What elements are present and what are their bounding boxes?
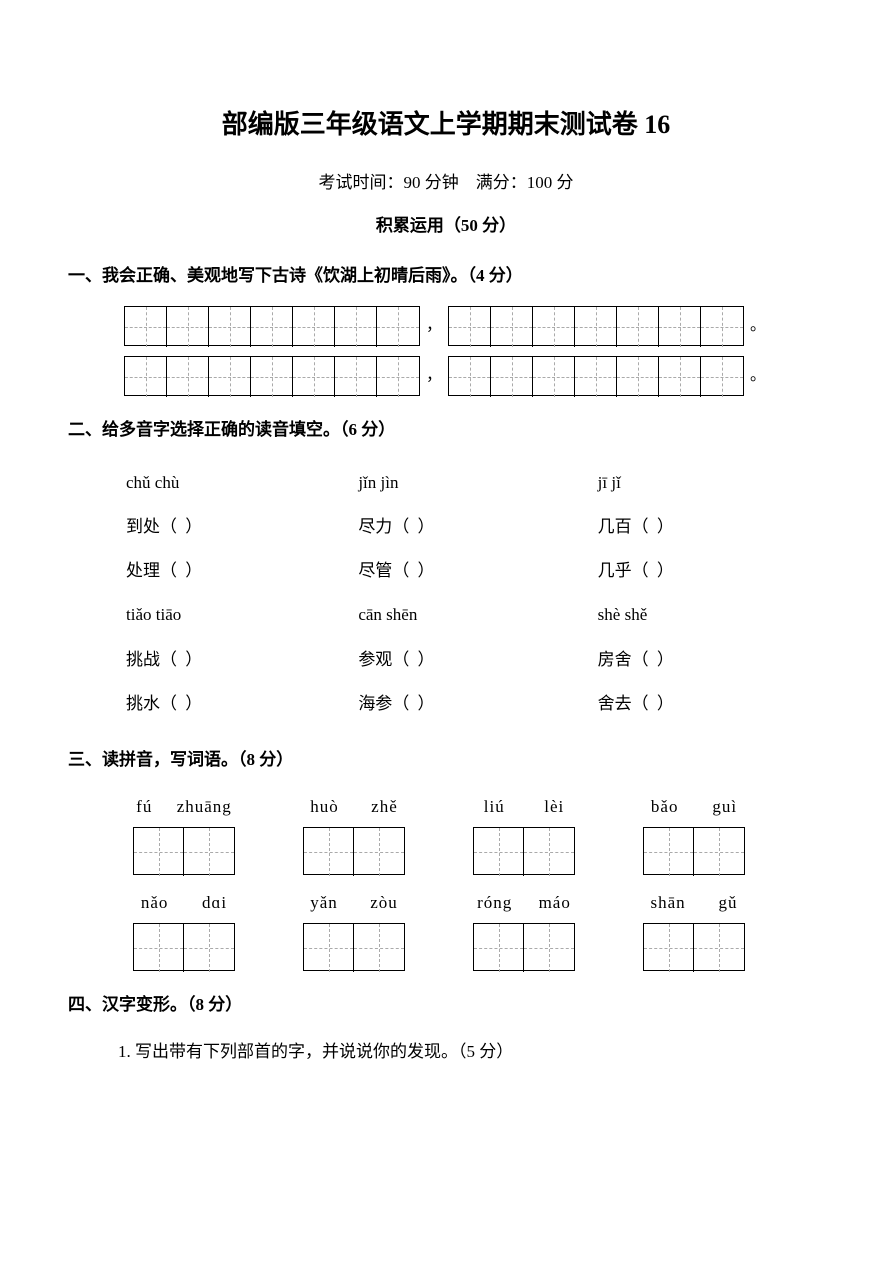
blank-paren[interactable]: （ ） bbox=[632, 644, 676, 676]
char-grid[interactable] bbox=[643, 827, 745, 875]
q1-grid-row-1: ， 。 bbox=[124, 306, 824, 346]
char-grid[interactable] bbox=[133, 923, 235, 971]
char-grid[interactable] bbox=[473, 827, 575, 875]
blank-paren[interactable]: （ ） bbox=[392, 688, 436, 720]
blank-paren[interactable]: （ ） bbox=[632, 688, 676, 720]
blank-paren[interactable]: （ ） bbox=[160, 688, 204, 720]
word: 几乎 bbox=[598, 561, 632, 580]
punct-comma: ， bbox=[426, 311, 442, 341]
exam-time: 考试时间：90 分钟 bbox=[319, 173, 459, 192]
word-col: fúzhuāng bbox=[124, 791, 244, 875]
table-row: 处理（ ） 尽管（ ） 几乎（ ） bbox=[120, 549, 824, 593]
word-col: bǎoguì bbox=[634, 791, 754, 875]
q3-heading: 三、读拼音，写词语。（8 分） bbox=[68, 744, 824, 776]
word: 挑水 bbox=[126, 694, 160, 713]
word-col: nǎodɑi bbox=[124, 887, 244, 971]
word: 房舍 bbox=[598, 650, 632, 669]
word: 参观 bbox=[358, 650, 392, 669]
blank-paren[interactable]: （ ） bbox=[632, 511, 676, 543]
word-col: yǎnzòu bbox=[294, 887, 414, 971]
char-grid[interactable] bbox=[303, 827, 405, 875]
pinyin-header: jǐn jìn bbox=[352, 461, 591, 505]
grid-block[interactable] bbox=[448, 306, 744, 346]
q1-heading: 一、我会正确、美观地写下古诗《饮湖上初晴后雨》。（4 分） bbox=[68, 260, 824, 292]
pinyin-header: cān shēn bbox=[352, 593, 591, 637]
word: 几百 bbox=[598, 517, 632, 536]
q3-row-1: fúzhuāng huòzhě liúlèi bǎoguì bbox=[124, 791, 824, 875]
table-row: chǔ chù jǐn jìn jī jǐ bbox=[120, 461, 824, 505]
section-header: 积累运用（50 分） bbox=[68, 210, 824, 242]
word: 海参 bbox=[358, 694, 392, 713]
q4-heading: 四、汉字变形。（8 分） bbox=[68, 989, 824, 1021]
pinyin-header: shè shě bbox=[592, 593, 824, 637]
pinyin: shāngǔ bbox=[634, 887, 754, 919]
grid-block[interactable] bbox=[448, 356, 744, 396]
table-row: 到处（ ） 尽力（ ） 几百（ ） bbox=[120, 505, 824, 549]
subtitle: 考试时间：90 分钟 满分：100 分 bbox=[68, 167, 824, 199]
punct-comma: ， bbox=[426, 361, 442, 391]
blank-paren[interactable]: （ ） bbox=[392, 644, 436, 676]
pinyin: róngmáo bbox=[464, 887, 584, 919]
word: 到处 bbox=[126, 517, 160, 536]
blank-paren[interactable]: （ ） bbox=[160, 644, 204, 676]
blank-paren[interactable]: （ ） bbox=[160, 511, 204, 543]
table-row: 挑战（ ） 参观（ ） 房舍（ ） bbox=[120, 638, 824, 682]
page-title: 部编版三年级语文上学期期末测试卷 16 bbox=[68, 100, 824, 149]
word-col: huòzhě bbox=[294, 791, 414, 875]
pinyin: bǎoguì bbox=[634, 791, 754, 823]
table-row: 挑水（ ） 海参（ ） 舍去（ ） bbox=[120, 682, 824, 726]
q3-row-2: nǎodɑi yǎnzòu róngmáo shāngǔ bbox=[124, 887, 824, 971]
word-col: liúlèi bbox=[464, 791, 584, 875]
word: 挑战 bbox=[126, 650, 160, 669]
q2-table: chǔ chù jǐn jìn jī jǐ 到处（ ） 尽力（ ） 几百（ ） … bbox=[120, 461, 824, 727]
blank-paren[interactable]: （ ） bbox=[392, 555, 436, 587]
word: 尽管 bbox=[358, 561, 392, 580]
word: 尽力 bbox=[358, 517, 392, 536]
table-row: tiǎo tiāo cān shēn shè shě bbox=[120, 593, 824, 637]
grid-block[interactable] bbox=[124, 306, 420, 346]
word-col: róngmáo bbox=[464, 887, 584, 971]
punct-period: 。 bbox=[750, 361, 766, 391]
blank-paren[interactable]: （ ） bbox=[632, 555, 676, 587]
blank-paren[interactable]: （ ） bbox=[392, 511, 436, 543]
char-grid[interactable] bbox=[303, 923, 405, 971]
char-grid[interactable] bbox=[133, 827, 235, 875]
pinyin: yǎnzòu bbox=[294, 887, 414, 919]
word: 处理 bbox=[126, 561, 160, 580]
word-col: shāngǔ bbox=[634, 887, 754, 971]
grid-block[interactable] bbox=[124, 356, 420, 396]
pinyin: huòzhě bbox=[294, 791, 414, 823]
q2-heading: 二、给多音字选择正确的读音填空。（6 分） bbox=[68, 414, 824, 446]
full-score: 满分：100 分 bbox=[476, 173, 574, 192]
char-grid[interactable] bbox=[473, 923, 575, 971]
pinyin: nǎodɑi bbox=[124, 887, 244, 919]
word: 舍去 bbox=[598, 694, 632, 713]
pinyin: fúzhuāng bbox=[124, 791, 244, 823]
blank-paren[interactable]: （ ） bbox=[160, 555, 204, 587]
pinyin-header: tiǎo tiāo bbox=[120, 593, 352, 637]
q4-sub1: 1. 写出带有下列部首的字，并说说你的发现。（5 分） bbox=[118, 1036, 824, 1068]
q1-grid-row-2: ， 。 bbox=[124, 356, 824, 396]
punct-period: 。 bbox=[750, 311, 766, 341]
pinyin-header: jī jǐ bbox=[592, 461, 824, 505]
pinyin: liúlèi bbox=[464, 791, 584, 823]
char-grid[interactable] bbox=[643, 923, 745, 971]
pinyin-header: chǔ chù bbox=[120, 461, 352, 505]
